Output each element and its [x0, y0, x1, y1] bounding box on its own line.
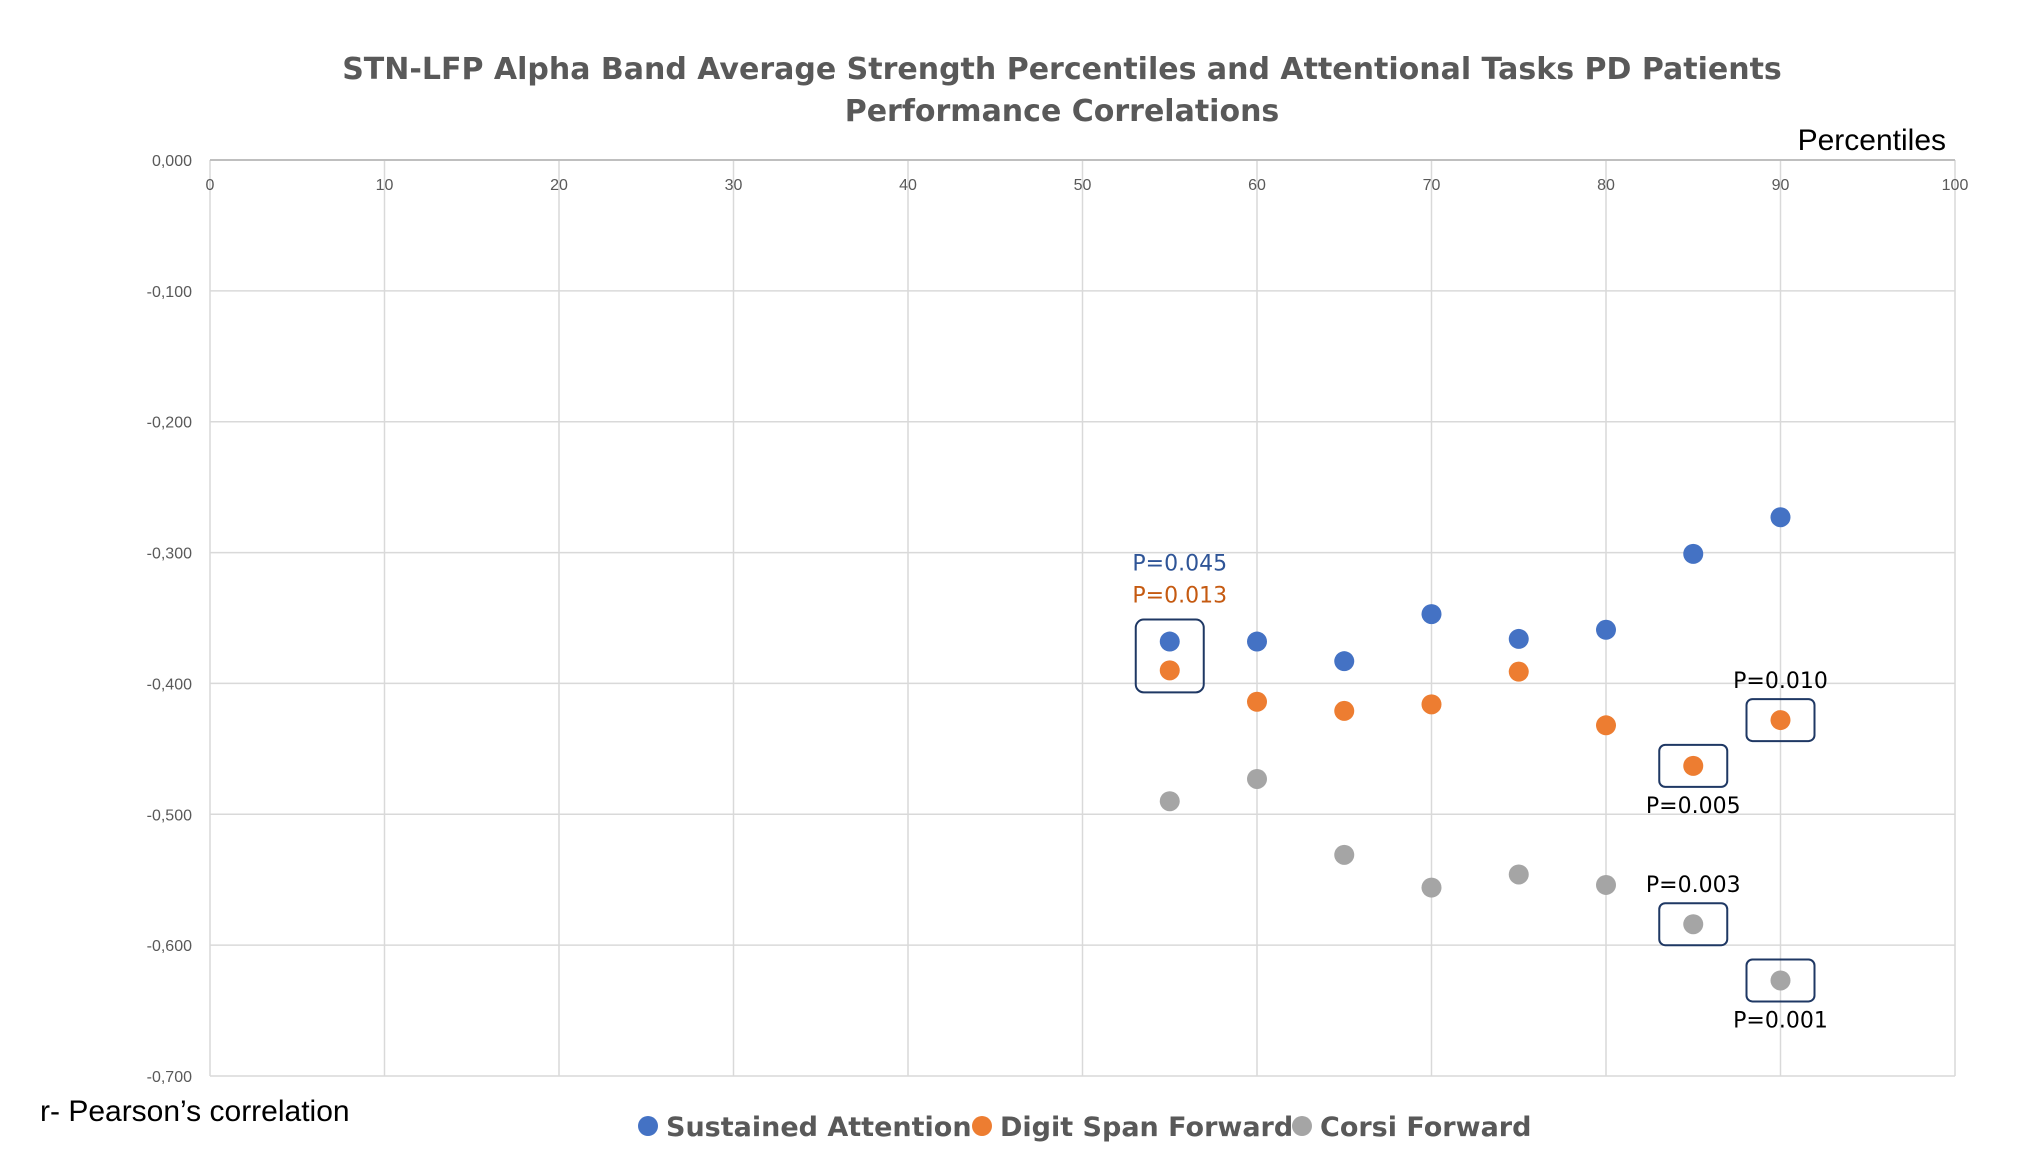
data-point [1596, 619, 1616, 640]
legend-label: Digit Span Forward [1000, 1112, 1293, 1143]
data-point [1334, 700, 1355, 721]
x-tick-label: 80 [1597, 177, 1615, 194]
highlight-box [1658, 902, 1729, 947]
data-point [1683, 543, 1704, 564]
x-tick-label: 70 [1423, 177, 1441, 194]
x-tick-label: 90 [1772, 177, 1790, 194]
data-point [1596, 874, 1616, 895]
x-tick-label: 10 [376, 177, 394, 194]
x-axis-title: Percentiles [1798, 124, 1946, 157]
y-tick-label: -0,100 [147, 284, 192, 301]
data-point [1421, 877, 1442, 898]
p-value-label: P=0.045 [1132, 552, 1227, 577]
legend-marker [638, 1116, 658, 1136]
data-point [1247, 691, 1267, 712]
legend: Sustained Attention Digit Span Forward Cor… [638, 1112, 1531, 1143]
chart-title: STN-LFP Alpha Band Average Strength Perc… [342, 52, 1782, 129]
x-tick-label: 50 [1074, 177, 1092, 194]
y-tick-label: -0,600 [147, 938, 192, 955]
data-point [1159, 660, 1180, 681]
highlight-box [1658, 743, 1729, 788]
data-point [1421, 694, 1442, 715]
y-tick-label: -0,400 [147, 676, 192, 693]
x-tick-label: 100 [1942, 177, 1969, 194]
legend-label: Sustained Attention [666, 1112, 972, 1143]
x-tick-label: 30 [725, 177, 743, 194]
data-points [1159, 507, 1791, 991]
y-tick-label: -0,500 [147, 807, 192, 824]
p-value-annotations: P=0.045 P=0.013 P=0.010 P=0.005 P=0.003 P=0.0… [1132, 552, 1827, 1034]
highlight-box [1745, 958, 1816, 1003]
highlight-box [1745, 698, 1816, 743]
legend-marker [1292, 1116, 1312, 1136]
data-point [1247, 631, 1267, 652]
highlight-box [1134, 618, 1205, 694]
data-point [1596, 715, 1616, 736]
y-tick-label: 0,000 [152, 153, 192, 170]
highlight-boxes [1134, 618, 1816, 1003]
data-point [1508, 864, 1529, 885]
y-tick-label: -0,300 [147, 546, 192, 563]
data-point [1247, 768, 1267, 789]
p-value-label: P=0.010 [1733, 669, 1828, 694]
data-point [1683, 755, 1704, 776]
data-point [1334, 844, 1355, 865]
p-value-label: P=0.003 [1646, 873, 1741, 898]
x-tick-label: 0 [206, 177, 215, 194]
data-point [1508, 661, 1529, 682]
y-tick-label: -0,200 [147, 415, 192, 432]
chart-title-line-2: Performance Correlations [845, 94, 1280, 129]
data-point [1508, 628, 1529, 649]
x-tick-label: 40 [899, 177, 917, 194]
axis-tick-labels: 0 10 20 30 40 50 60 70 80 90 100 0,000 -0,100 -0,200 -… [147, 153, 1969, 1086]
y-tick-label: -0,700 [147, 1069, 192, 1086]
data-point [1334, 651, 1355, 672]
grid-lines [209, 159, 1956, 1077]
data-point [1421, 604, 1442, 625]
data-point [1770, 507, 1791, 528]
p-value-label: P=0.013 [1132, 584, 1227, 609]
x-tick-label: 60 [1248, 177, 1266, 194]
p-value-label: P=0.001 [1733, 1008, 1828, 1033]
data-point [1159, 791, 1180, 812]
legend-label: Corsi Forward [1320, 1112, 1531, 1143]
legend-marker [972, 1116, 992, 1136]
p-value-label: P=0.005 [1646, 794, 1741, 819]
data-point [1770, 970, 1791, 991]
x-tick-label: 20 [550, 177, 568, 194]
y-axis-title: r- Pearson’s correlation [40, 1095, 350, 1128]
data-point [1683, 914, 1704, 935]
chart-title-line-1: STN-LFP Alpha Band Average Strength Perc… [342, 52, 1782, 87]
data-point [1770, 710, 1791, 731]
data-point [1159, 631, 1180, 652]
